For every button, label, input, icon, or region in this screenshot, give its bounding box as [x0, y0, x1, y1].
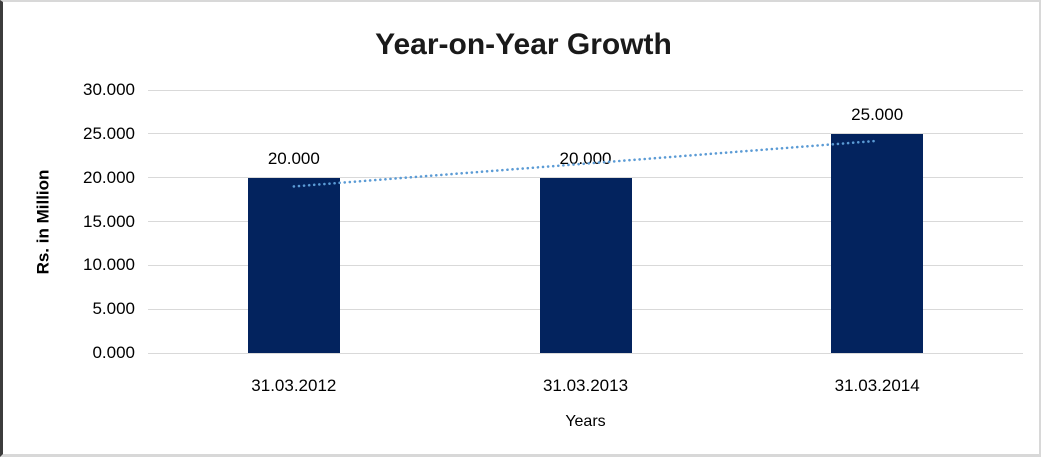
x-axis-title: Years	[565, 413, 606, 430]
y-tick-label: 0.000	[92, 343, 135, 362]
y-tick-label: 10.000	[83, 255, 135, 275]
x-tick-label: 31.03.2014	[834, 376, 920, 395]
bar-31.03.2012	[247, 177, 340, 353]
data-label: 25.000	[851, 104, 904, 124]
data-label: 20.000	[267, 148, 320, 168]
bar-31.03.2014	[831, 133, 924, 353]
x-tick-label: 31.03.2013	[542, 376, 629, 395]
y-tick-label: 5.000	[92, 299, 135, 319]
y-tick-label: 30.000	[83, 80, 135, 99]
data-label: 20.000	[559, 148, 612, 168]
gridline	[148, 133, 1023, 135]
gridline	[148, 89, 1023, 91]
chart-title: Year-on-Year Growth	[375, 28, 672, 61]
y-tick-label: 20.000	[83, 167, 135, 187]
gridline	[148, 352, 1023, 354]
y-tick-label: 25.000	[83, 123, 135, 143]
x-tick-label: 31.03.2012	[251, 376, 337, 395]
bar-31.03.2013	[539, 177, 632, 353]
y-tick-label: 15.000	[83, 211, 135, 231]
